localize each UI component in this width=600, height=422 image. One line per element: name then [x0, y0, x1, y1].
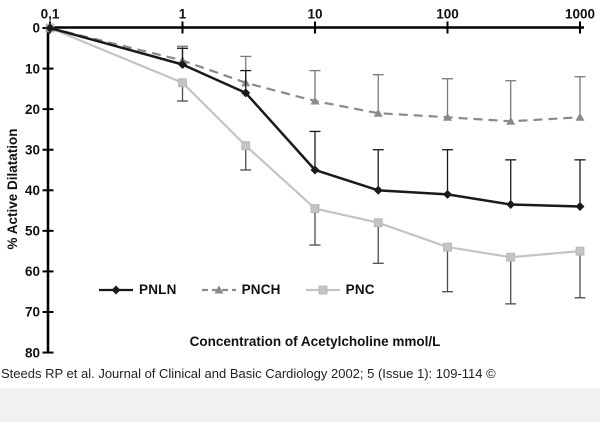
- legend-label: PNCH: [241, 281, 281, 297]
- data-point-marker: [178, 60, 187, 70]
- data-point-marker: [575, 246, 585, 256]
- y-tick-label: 0: [32, 21, 40, 36]
- pnc-line-marker-icon: [305, 283, 341, 295]
- data-point-marker: [443, 189, 452, 199]
- legend-item-pnln: PNLN: [98, 282, 177, 297]
- footer-background: [0, 388, 600, 422]
- x-tick-label: 10: [307, 7, 322, 22]
- data-point-marker: [506, 199, 516, 209]
- data-point-marker: [310, 96, 320, 105]
- y-tick-label: 10: [25, 61, 40, 76]
- data-point-marker: [443, 112, 452, 121]
- y-tick-label: 70: [25, 305, 40, 320]
- y-axis-title: % Active Dilatation: [5, 128, 20, 250]
- x-tick-label: 1000: [565, 7, 595, 22]
- x-axis-title: Concentration of Acetylcholine mmol/L: [189, 334, 441, 349]
- legend-label: PNLN: [139, 281, 177, 297]
- legend-item-pnc: PNC: [305, 282, 375, 297]
- y-tick-label: 60: [25, 264, 40, 279]
- axes: 0,1 1 10 100 1000 0 10 20 30 40 50 60 70 80: [25, 7, 595, 361]
- series-pnch: [45, 23, 586, 125]
- x-tick-label: 0,1: [41, 7, 60, 22]
- data-point-marker: [111, 285, 121, 295]
- data-point-marker: [373, 108, 383, 117]
- legend-label: PNC: [345, 281, 375, 297]
- data-point-marker: [178, 78, 187, 88]
- series-line: [49, 26, 581, 259]
- x-tick-label: 100: [436, 7, 459, 22]
- pnln-line-marker-icon: [98, 283, 134, 295]
- y-tick-label: 30: [25, 142, 40, 157]
- data-point-marker: [310, 165, 320, 175]
- y-tick-label: 20: [25, 102, 40, 117]
- legend: PNLN PNCH PNC: [98, 279, 375, 299]
- data-point-marker: [214, 285, 224, 294]
- data-point-marker: [310, 204, 320, 213]
- series-line: [49, 26, 581, 123]
- citation-text: Steeds RP et al. Journal of Clinical and…: [1, 366, 496, 381]
- pnch-line-marker-icon: [201, 283, 237, 295]
- data-point-marker: [241, 141, 251, 151]
- y-tick-label: 80: [25, 345, 40, 360]
- data-point-marker: [373, 218, 383, 228]
- data-point-marker: [506, 252, 516, 262]
- y-tick-label: 40: [25, 183, 40, 198]
- data-point-marker: [318, 285, 328, 295]
- data-point-marker: [575, 202, 585, 212]
- series-line: [49, 26, 581, 208]
- data-point-marker: [373, 185, 383, 195]
- data-point-marker: [45, 23, 55, 33]
- data-point-marker: [506, 116, 516, 125]
- series-pnln: [45, 23, 586, 212]
- series-pnc: [45, 23, 586, 305]
- x-tick-label: 1: [179, 7, 187, 22]
- legend-item-pnch: PNCH: [201, 282, 281, 297]
- y-tick-label: 50: [25, 224, 40, 239]
- data-point-marker: [241, 88, 251, 98]
- data-point-marker: [443, 242, 452, 252]
- data-point-marker: [575, 112, 585, 121]
